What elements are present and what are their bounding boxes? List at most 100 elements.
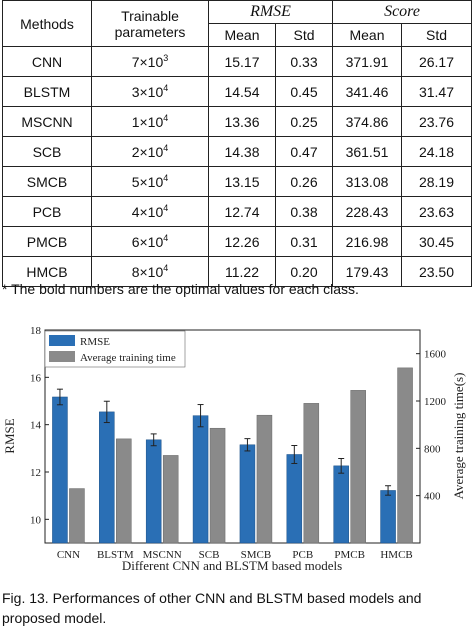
x-tick-label: HMCB bbox=[380, 549, 412, 561]
cell-params: 6×104 bbox=[91, 226, 209, 257]
bar-training-time bbox=[397, 367, 413, 544]
bar-training-time bbox=[69, 488, 85, 544]
cell-rmse-std: 0.20 bbox=[275, 256, 333, 287]
table-row: PMCB 6×104 12.26 0.31 216.98 30.45 bbox=[2, 226, 472, 257]
header-score-std: Std bbox=[401, 23, 472, 47]
cell-rmse-std: 0.31 bbox=[275, 226, 333, 257]
cell-score-mean: 179.43 bbox=[332, 256, 402, 287]
cell-score-std: 24.18 bbox=[401, 136, 472, 167]
header-score: Score bbox=[332, 0, 472, 24]
cell-rmse-mean: 13.15 bbox=[208, 166, 276, 197]
y-tick-label: 18 bbox=[30, 325, 42, 337]
cell-method: PCB bbox=[2, 196, 92, 227]
x-tick-label: CNN bbox=[57, 549, 80, 561]
cell-rmse-mean: 12.26 bbox=[208, 226, 276, 257]
cell-score-mean: 228.43 bbox=[332, 196, 402, 227]
cell-rmse-std: 0.26 bbox=[275, 166, 333, 197]
table-row: HMCB 8×104 11.22 0.20 179.43 23.50 bbox=[2, 256, 472, 287]
cell-score-mean: 361.51 bbox=[332, 136, 402, 167]
bar-training-time bbox=[116, 438, 132, 544]
bar-rmse bbox=[192, 415, 209, 544]
cell-rmse-mean: 13.36 bbox=[208, 106, 276, 137]
bar-rmse bbox=[333, 465, 349, 544]
rmse-training-time-chart: 10 12 14 16 18 400 800 1200 1600 CNN BLSTM MSCNN SCB… bbox=[2, 325, 466, 573]
y2-tick-label: 1600 bbox=[424, 349, 447, 361]
bar-training-time bbox=[209, 427, 226, 544]
x-axis-label: Different CNN and BLSTM based models bbox=[122, 558, 342, 573]
header-rmse-mean: Mean bbox=[208, 23, 276, 47]
cell-method: PMCB bbox=[2, 226, 92, 257]
y-tick-label: 16 bbox=[30, 372, 42, 384]
cell-params: 8×104 bbox=[91, 256, 209, 287]
cell-score-mean: 216.98 bbox=[332, 226, 402, 257]
cell-rmse-std: 0.47 bbox=[275, 136, 333, 167]
header-trainable-parameters: Trainable parameters bbox=[91, 0, 209, 47]
bar-rmse bbox=[99, 411, 115, 544]
bar-rmse bbox=[145, 439, 162, 544]
x-tick-label: BLSTM bbox=[97, 549, 134, 561]
x-tick-label: PMCB bbox=[334, 549, 365, 561]
cell-params: 2×104 bbox=[91, 136, 209, 167]
table-row: SCB 2×104 14.38 0.47 361.51 24.18 bbox=[2, 136, 472, 167]
table-row: CNN 7×103 15.17 0.33 371.91 26.17 bbox=[2, 46, 472, 77]
cell-method: BLSTM bbox=[2, 76, 92, 107]
legend-swatch-rmse bbox=[49, 335, 75, 346]
cell-method: CNN bbox=[2, 46, 92, 77]
bar-rmse bbox=[286, 454, 303, 544]
table-row: MSCNN 1×104 13.36 0.25 374.86 23.76 bbox=[2, 106, 472, 137]
cell-score-std: 28.19 bbox=[401, 166, 472, 197]
cell-method: SCB bbox=[2, 136, 92, 167]
cell-score-std: 30.45 bbox=[401, 226, 472, 257]
cell-score-std: 23.50 bbox=[401, 256, 472, 287]
cell-method: MSCNN bbox=[2, 106, 92, 137]
table-row: SMCB 5×104 13.15 0.26 313.08 28.19 bbox=[2, 166, 472, 197]
legend-swatch-training-time bbox=[49, 351, 75, 362]
y2-axis-label: Average training time(s) bbox=[451, 373, 466, 500]
cell-rmse-std: 0.25 bbox=[275, 106, 333, 137]
y2-tick-label: 800 bbox=[424, 443, 441, 455]
cell-score-std: 23.76 bbox=[401, 106, 472, 137]
cell-score-mean: 371.91 bbox=[332, 46, 402, 77]
cell-rmse-mean: 14.38 bbox=[208, 136, 276, 167]
legend-label-rmse: RMSE bbox=[80, 336, 110, 348]
table-row: PCB 4×104 12.74 0.38 228.43 23.63 bbox=[2, 196, 472, 227]
x-tick-label: SMCB bbox=[241, 549, 272, 561]
legend-label-training-time: Average training time bbox=[80, 352, 176, 364]
y-tick-label: 14 bbox=[30, 420, 42, 432]
y2-tick-label: 1200 bbox=[424, 396, 447, 408]
header-trainable-line2: parameters bbox=[114, 23, 186, 40]
cell-method: SMCB bbox=[2, 166, 92, 197]
bar-rmse bbox=[52, 396, 68, 544]
plot-frame bbox=[44, 329, 421, 544]
cell-params: 1×104 bbox=[91, 106, 209, 137]
header-methods: Methods bbox=[2, 0, 92, 47]
bar-training-time bbox=[350, 390, 366, 544]
cell-params: 3×104 bbox=[91, 76, 209, 107]
bar-rmse bbox=[239, 444, 256, 544]
cell-score-std: 23.63 bbox=[401, 196, 472, 227]
x-tick-label: PCB bbox=[292, 549, 313, 561]
cell-method: HMCB bbox=[2, 256, 92, 287]
header-rmse-std: Std bbox=[275, 23, 333, 47]
cell-rmse-mean: 15.17 bbox=[208, 46, 276, 77]
cell-params: 4×104 bbox=[91, 196, 209, 227]
x-tick-label: MSCNN bbox=[143, 549, 182, 561]
cell-score-std: 31.47 bbox=[401, 76, 472, 107]
bar-training-time bbox=[162, 455, 179, 544]
x-tick-label: SCB bbox=[199, 549, 220, 561]
y-tick-label: 10 bbox=[30, 514, 42, 526]
header-score-mean: Mean bbox=[332, 23, 402, 47]
cell-rmse-mean: 14.54 bbox=[208, 76, 276, 107]
cell-rmse-std: 0.33 bbox=[275, 46, 333, 77]
cell-rmse-mean: 11.22 bbox=[208, 256, 276, 287]
y-tick-label: 12 bbox=[30, 467, 41, 479]
header-rmse: RMSE bbox=[208, 0, 333, 24]
cell-rmse-mean: 12.74 bbox=[208, 196, 276, 227]
y-axis-label: RMSE bbox=[2, 418, 17, 453]
results-table: Methods Trainable parameters RMSE Score … bbox=[2, 0, 472, 287]
header-trainable-line1: Trainable bbox=[121, 7, 179, 24]
table-row: BLSTM 3×104 14.54 0.45 341.46 31.47 bbox=[2, 76, 472, 107]
cell-params: 7×103 bbox=[91, 46, 209, 77]
legend: RMSE Average training time bbox=[44, 330, 186, 368]
cell-score-std: 26.17 bbox=[401, 46, 472, 77]
